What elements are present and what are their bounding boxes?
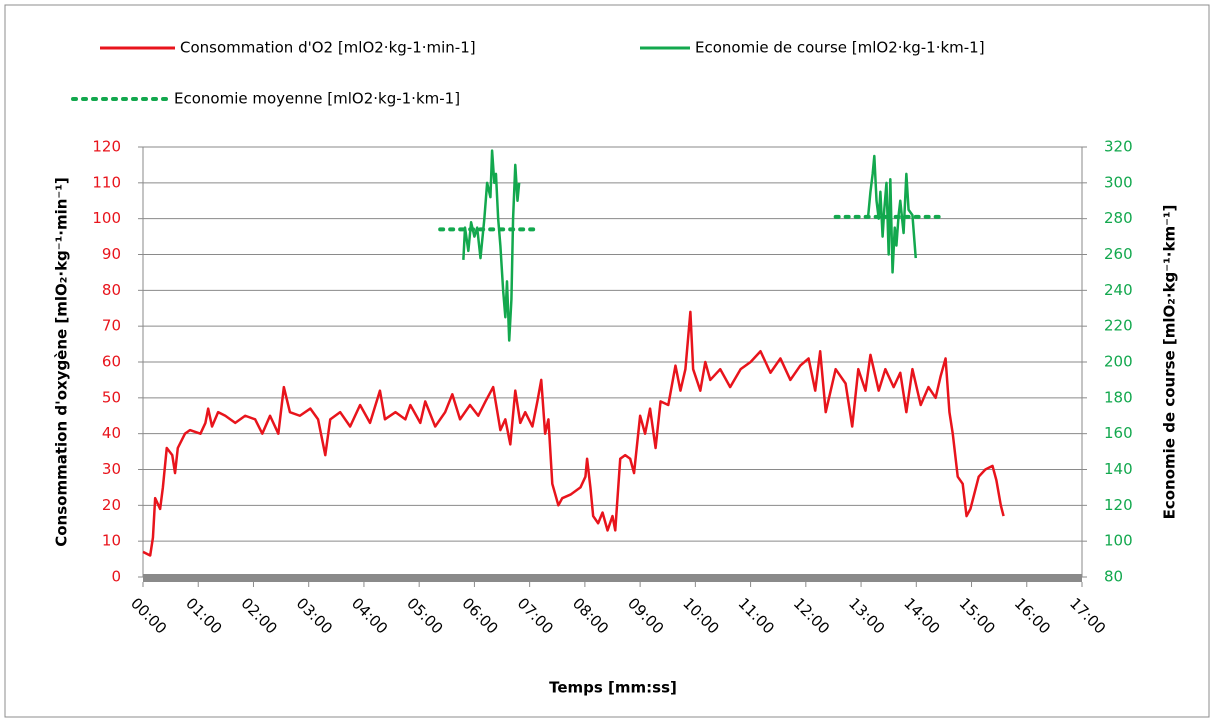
chart-frame — [4, 4, 1210, 718]
y2-tick-label: 120 — [1104, 496, 1133, 514]
y-tick-label: 70 — [102, 317, 121, 335]
y2-tick-label: 80 — [1104, 568, 1123, 586]
y-tick-label: 90 — [102, 245, 121, 263]
y2-axis-title: Economie de course [mlO₂·kg⁻¹·km⁻¹] — [1161, 205, 1179, 520]
y2-tick-label: 240 — [1104, 281, 1133, 299]
y-tick-label: 50 — [102, 388, 121, 406]
y2-tick-label: 160 — [1104, 424, 1133, 442]
series-line — [142, 310, 1005, 557]
y-tick-label: 20 — [102, 496, 121, 514]
y-tick-label: 10 — [102, 532, 121, 550]
y-tick-label: 120 — [92, 138, 121, 156]
y2-tick-label: 320 — [1104, 138, 1133, 156]
y-tick-label: 80 — [102, 281, 121, 299]
legend-label: Economie de course [mlO2·kg-1·km-1] — [695, 39, 985, 57]
y-tick-label: 0 — [111, 568, 121, 586]
y-tick-label: 110 — [92, 173, 121, 191]
y2-tick-label: 220 — [1104, 317, 1133, 335]
y-tick-label: 30 — [102, 460, 121, 478]
y2-tick-label: 280 — [1104, 209, 1133, 227]
y2-tick-label: 200 — [1104, 353, 1133, 371]
y-tick-label: 60 — [102, 353, 121, 371]
y-axis-title: Consommation d'oxygène [mlO₂·kg⁻¹·min⁻¹] — [53, 177, 71, 547]
y2-tick-label: 140 — [1104, 460, 1133, 478]
legend-label: Consommation d'O2 [mlO2·kg-1·min-1] — [180, 39, 476, 57]
y-tick-label: 40 — [102, 424, 121, 442]
y2-tick-label: 300 — [1104, 173, 1133, 191]
x-axis — [143, 574, 1082, 582]
series-line — [438, 214, 943, 232]
y-tick-label: 100 — [92, 209, 121, 227]
x-axis-title: Temps [mm:ss] — [549, 679, 677, 697]
y2-tick-label: 260 — [1104, 245, 1133, 263]
y2-tick-label: 180 — [1104, 388, 1133, 406]
legend-label: Economie moyenne [mlO2·kg-1·km-1] — [174, 90, 460, 108]
y2-tick-label: 100 — [1104, 532, 1133, 550]
